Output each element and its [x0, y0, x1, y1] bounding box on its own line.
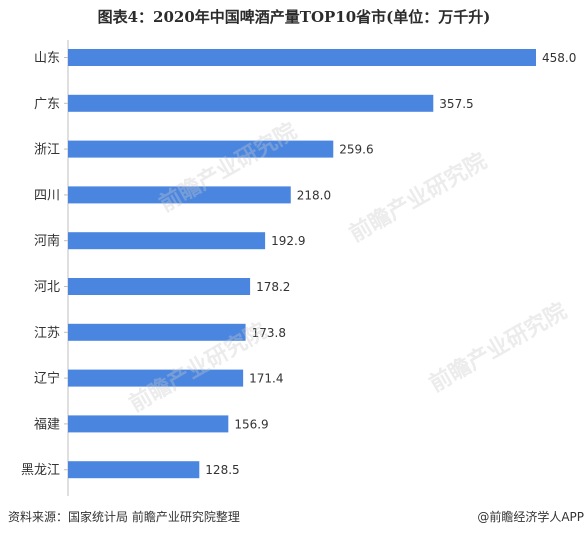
- value-label: 458.0: [542, 51, 576, 65]
- category-label: 四川: [34, 188, 60, 203]
- category-label: 辽宁: [34, 371, 60, 387]
- bar-7: [68, 369, 244, 387]
- category-label: 河南: [34, 233, 60, 249]
- bar-6: [68, 323, 246, 341]
- category-label: 浙江: [34, 143, 60, 158]
- value-label: 357.5: [439, 97, 473, 111]
- value-label: 171.4: [249, 372, 283, 386]
- value-label: 218.0: [297, 188, 331, 202]
- chart-title: 图表4：2020年中国啤酒产量TOP10省市(单位：万千升): [97, 8, 491, 26]
- category-label: 山东: [34, 51, 60, 66]
- category-label: 黑龙江: [21, 463, 60, 478]
- source-note: 资料来源：国家统计局 前瞻产业研究院整理: [8, 510, 240, 524]
- bar-3: [68, 186, 291, 204]
- value-label: 259.6: [339, 143, 373, 157]
- bar-4: [68, 232, 266, 250]
- bar-9: [68, 461, 200, 479]
- category-label: 福建: [34, 417, 60, 432]
- bar-8: [68, 415, 229, 433]
- value-label: 192.9: [271, 234, 305, 248]
- category-label: 河北: [34, 280, 60, 295]
- footer: 资料来源：国家统计局 前瞻产业研究院整理 @前瞻经济学人APP: [0, 506, 588, 536]
- bar-chart: 山东 458.0 广东 357.5 浙江 259.6 四川 218.0 河南 192.9 河北 178…: [21, 40, 576, 496]
- category-label: 广东: [34, 97, 60, 112]
- value-label: 156.9: [234, 417, 268, 431]
- value-label: 178.2: [256, 280, 290, 294]
- category-label: 江苏: [34, 325, 60, 341]
- value-label: 128.5: [205, 463, 239, 477]
- bar-1: [68, 94, 434, 112]
- credit-note: @前瞻经济学人APP: [477, 510, 584, 524]
- bar-2: [68, 140, 334, 158]
- bar-0: [68, 49, 536, 66]
- value-label: 173.8: [252, 326, 286, 340]
- bar-5: [68, 278, 251, 295]
